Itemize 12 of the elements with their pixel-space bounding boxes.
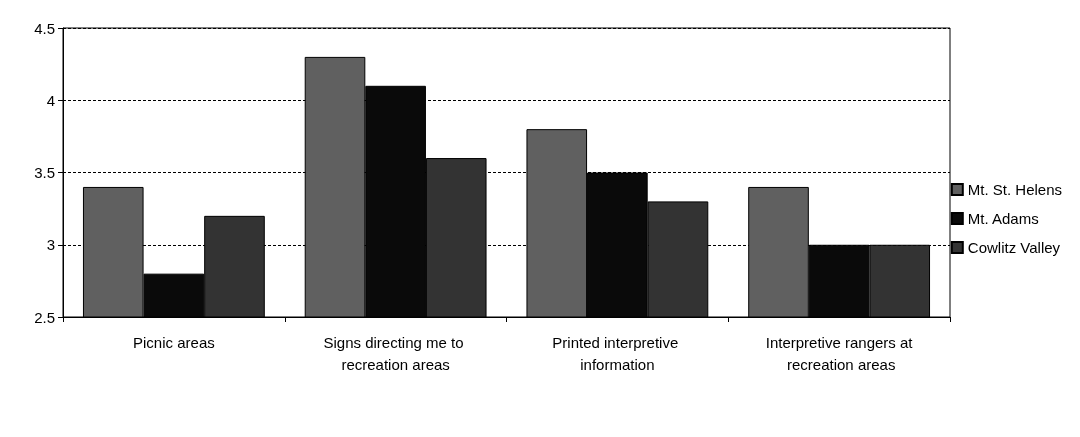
legend-label: Cowlitz Valley xyxy=(967,239,1061,256)
y-tick-label: 2.5 xyxy=(34,308,55,326)
y-tick-label: 4 xyxy=(46,91,55,109)
y-tick-label: 4.5 xyxy=(34,19,55,37)
y-tick-label: 3.5 xyxy=(34,164,55,181)
legend-label: Mt. Adams xyxy=(967,210,1039,227)
x-tick-label: Printed interpretive information xyxy=(552,333,683,373)
x-tick-label: Signs directing me to recreation areas xyxy=(323,333,468,373)
x-tick-label: Interpretive rangers at recreation areas xyxy=(765,333,914,373)
x-tick-label: Picnic areas xyxy=(133,333,215,351)
legend-label: Mt. St. Helens xyxy=(967,181,1063,198)
y-tick-label: 3 xyxy=(46,236,55,254)
